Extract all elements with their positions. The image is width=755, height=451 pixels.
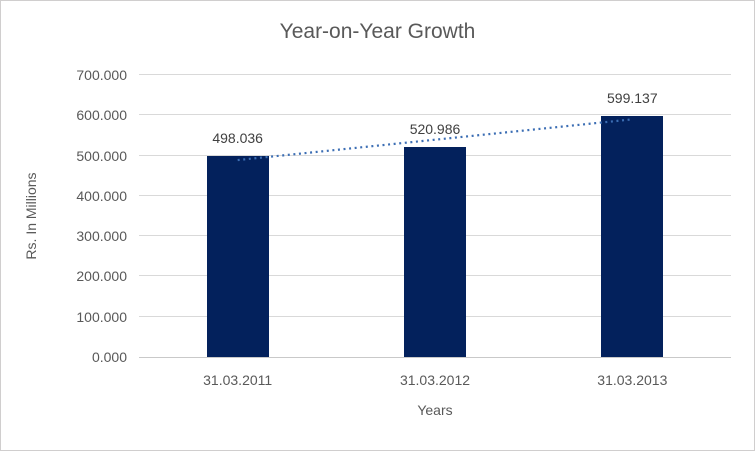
y-tick-label: 100.000	[76, 308, 127, 325]
bar-data-label: 498.036	[212, 130, 263, 147]
y-tick-label: 400.000	[76, 187, 127, 204]
x-tick-label: 31.03.2012	[399, 372, 471, 388]
bar-31.03.2013	[601, 115, 664, 357]
y-tick-label: 700.000	[76, 67, 127, 83]
bar-31.03.2012	[404, 147, 466, 357]
bar-31.03.2011	[206, 156, 269, 357]
x-axis-line	[139, 357, 731, 358]
plot-area: 498.036 520.986 599.137	[139, 74, 731, 358]
gridline	[139, 74, 731, 75]
bar-data-label: 520.986	[409, 121, 461, 138]
y-tick-label: 0.000	[91, 349, 127, 365]
bar-data-label: 599.137	[607, 89, 658, 106]
x-tick-label: 31.03.2013	[597, 372, 668, 388]
x-axis-title: Years	[417, 402, 453, 418]
y-tick-label: 300.000	[76, 228, 127, 245]
trendline	[237, 118, 633, 162]
chart-title: Year-on-Year Growth	[279, 20, 476, 43]
y-tick-label: 500.000	[76, 147, 127, 164]
y-tick-label: 600.000	[76, 107, 127, 124]
y-tick-label: 200.000	[76, 268, 127, 285]
x-tick-label: 31.03.2011	[203, 372, 273, 388]
y-axis-title: Rs. In Millions	[23, 172, 39, 260]
gridline	[139, 114, 731, 116]
